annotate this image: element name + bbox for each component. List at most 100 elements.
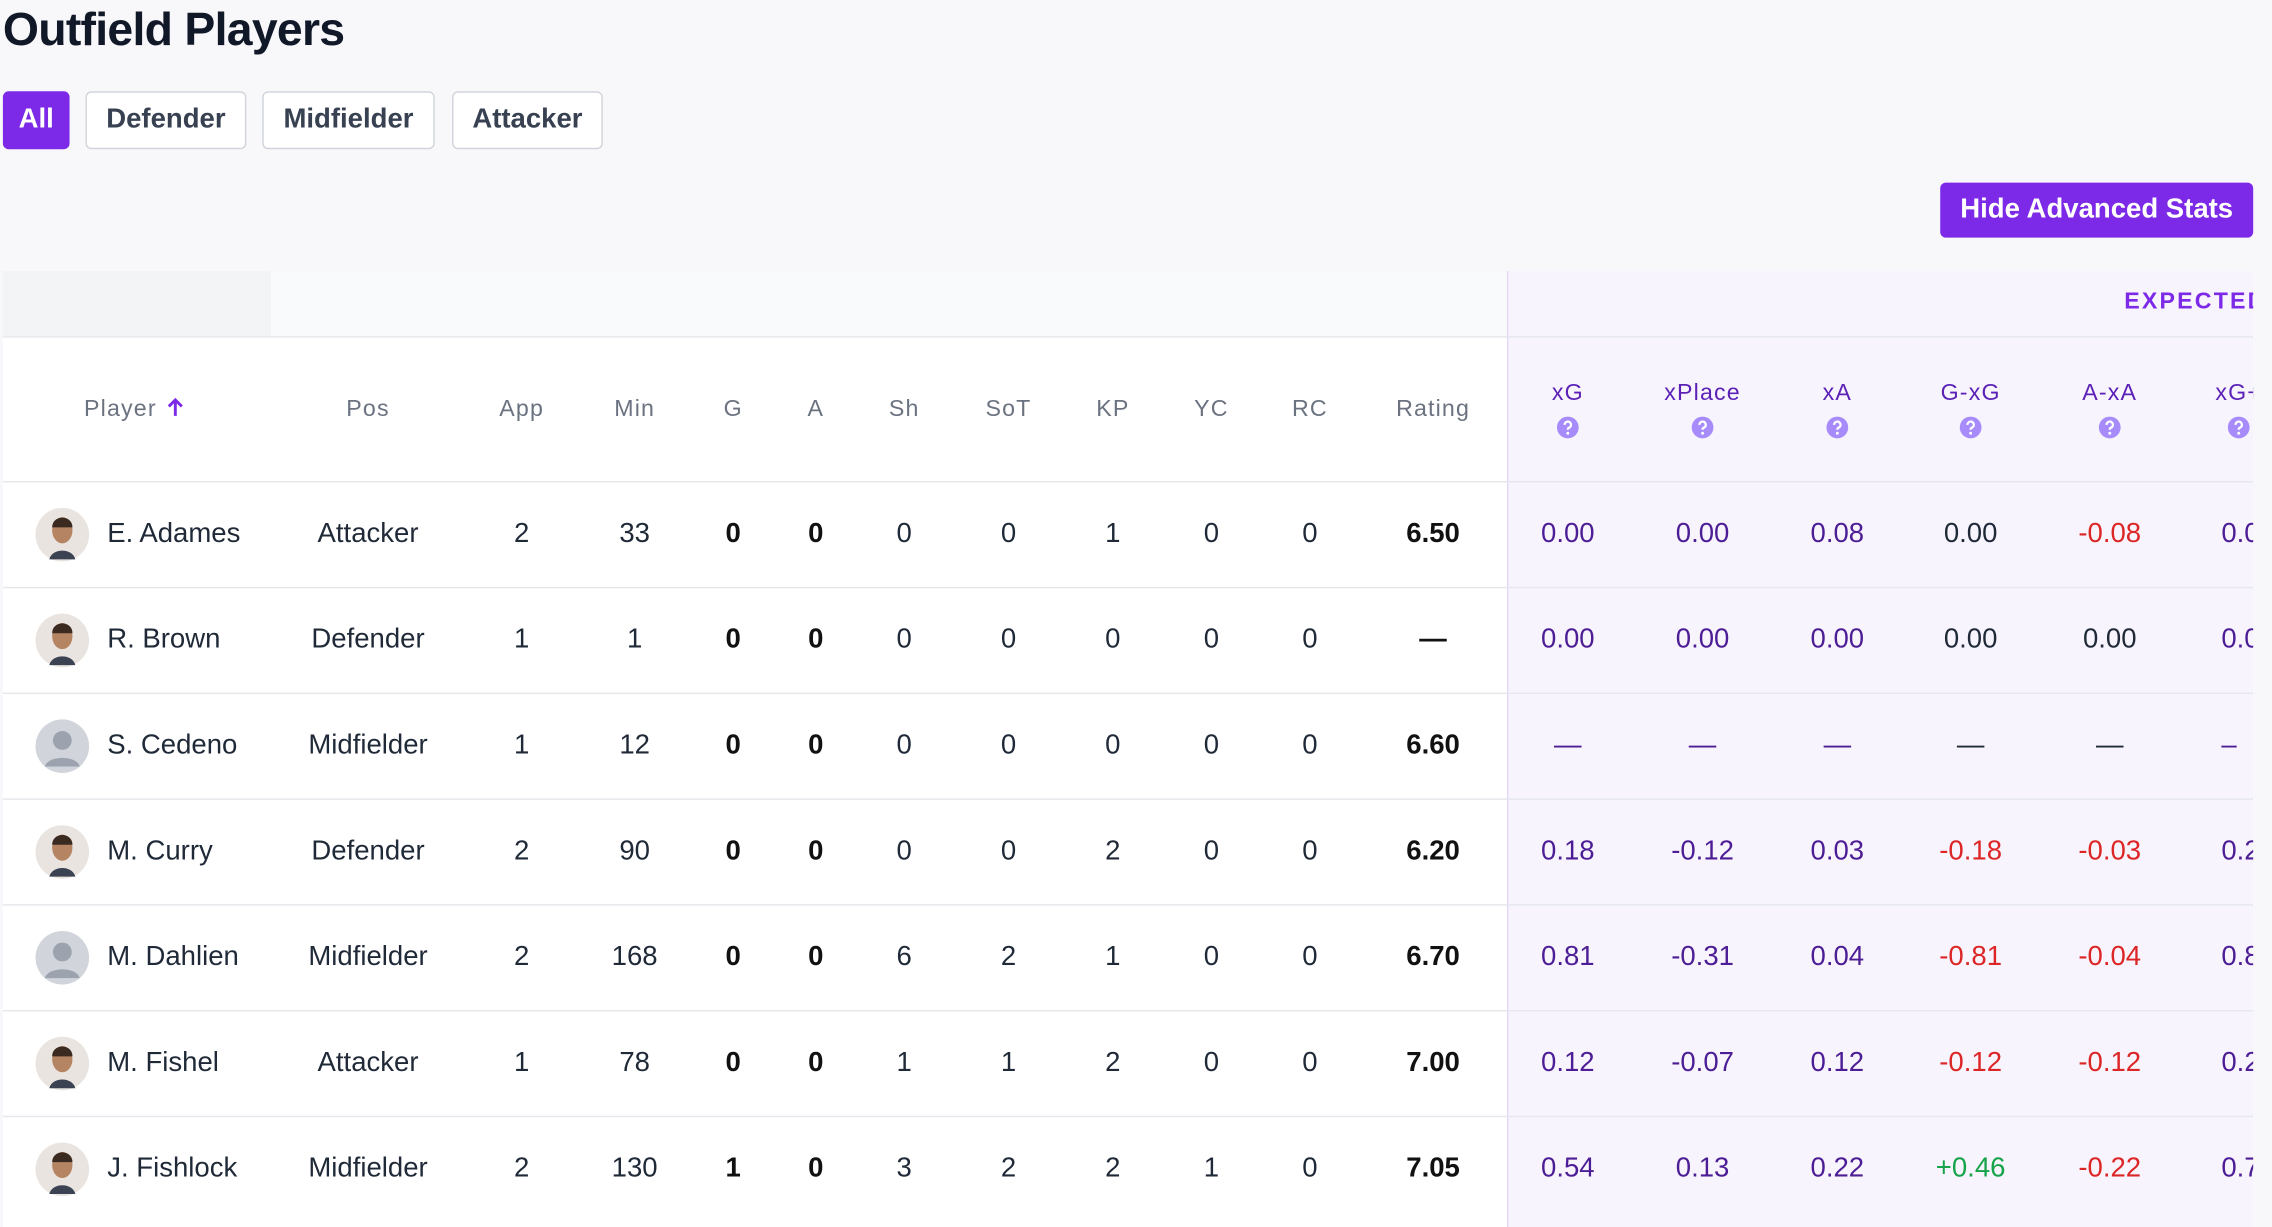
column-header: xG+	[2215, 381, 2253, 406]
column-header: xPlace	[1664, 381, 1741, 406]
stat-cell: 0	[725, 941, 741, 973]
filter-button[interactable]: Defender	[85, 91, 247, 150]
stat-cell: 0.0	[2221, 624, 2253, 655]
column-header[interactable]: A	[807, 397, 825, 422]
info-icon[interactable]	[1556, 416, 1579, 439]
stat-cell: 0	[896, 836, 912, 867]
stat-cell: 7.05	[1406, 1153, 1460, 1184]
stat-cell: 0.00	[1675, 624, 1730, 655]
info-icon[interactable]	[2227, 416, 2250, 439]
row-divider	[2, 481, 2254, 483]
stat-cell: 0	[725, 836, 741, 867]
stat-cell: 1	[513, 624, 530, 655]
stat-cell: 6.20	[1406, 836, 1460, 867]
avatar	[35, 507, 90, 562]
stat-cell: -0.07	[1671, 1047, 1734, 1079]
stat-cell: 0	[1203, 624, 1220, 655]
column-header[interactable]: KP	[1096, 397, 1130, 422]
stat-cell: 6	[896, 941, 912, 973]
stat-cell: 0.12	[1810, 1047, 1865, 1079]
stat-cell: —	[1823, 730, 1852, 761]
stat-cell: 0	[1302, 518, 1318, 550]
stat-cell: 0	[808, 836, 824, 867]
column-header[interactable]: SoT	[985, 397, 1032, 422]
avatar	[35, 930, 90, 985]
stat-cell: 1	[513, 730, 530, 761]
advanced-section	[1506, 270, 2254, 1227]
stat-cell: -0.12	[1939, 1047, 2003, 1079]
stat-cell: 2	[513, 518, 530, 550]
stat-cell: —	[1554, 730, 1582, 761]
filter-button[interactable]: Midfielder	[262, 91, 435, 150]
stat-cell: —	[1956, 730, 1985, 761]
stat-cell: -0.12	[1671, 836, 1734, 867]
column-header[interactable]: App	[499, 397, 545, 422]
stat-cell: 2	[1000, 941, 1017, 973]
toggle-advanced-button[interactable]: Hide Advanced Stats	[1940, 182, 2254, 238]
stat-cell: 0.00	[1943, 624, 1998, 655]
info-icon[interactable]	[1691, 416, 1714, 439]
stat-cell: Midfielder	[308, 730, 428, 761]
filter-button[interactable]: Attacker	[452, 91, 603, 150]
stat-cell: 2	[1105, 1047, 1121, 1079]
stat-cell: 0.00	[1541, 518, 1595, 550]
stat-cell: 0	[725, 1047, 741, 1079]
stat-cell: 0	[725, 624, 741, 655]
stats-table: EXPECTED Player Pos App Min G A Sh SoT KP YC RC Rat…	[2, 270, 2254, 1227]
stat-cell: 0.7	[2221, 1153, 2253, 1184]
stat-cell: 0	[1302, 730, 1318, 761]
stat-cell: -0.08	[2078, 518, 2142, 550]
stat-cell: 1	[626, 624, 643, 655]
info-icon[interactable]	[2098, 416, 2121, 439]
stat-cell: Attacker	[317, 1047, 419, 1079]
info-icon[interactable]	[1959, 416, 1982, 439]
stat-cell: 0.00	[1810, 624, 1865, 655]
stat-cell: 2	[513, 836, 530, 867]
column-header[interactable]: Pos	[346, 397, 390, 422]
player-name: S. Cedeno	[107, 730, 238, 761]
page-title: Outfield Players	[2, 2, 345, 56]
stat-cell: 0.03	[1810, 836, 1865, 867]
column-header: xG	[1551, 381, 1584, 406]
stat-cell: 0.00	[1541, 624, 1595, 655]
column-header[interactable]: Rating	[1396, 397, 1471, 422]
column-header[interactable]: Player	[84, 393, 243, 428]
stat-cell: 0.8	[2221, 941, 2253, 973]
stat-cell: 78	[619, 1047, 650, 1079]
filter-button[interactable]: All	[2, 91, 70, 150]
row-divider	[2, 798, 2254, 800]
stat-cell: 0	[1302, 941, 1318, 973]
column-header[interactable]: YC	[1194, 397, 1229, 422]
stat-cell: 0	[1000, 624, 1017, 655]
column-header: G-xG	[1940, 381, 2001, 406]
info-icon[interactable]	[1826, 416, 1849, 439]
player-name: R. Brown	[107, 624, 221, 655]
avatar	[35, 825, 90, 879]
stat-cell: 0	[896, 624, 912, 655]
stat-cell: Attacker	[317, 518, 419, 550]
stat-cell: 1	[513, 1047, 530, 1079]
stat-cell: 6.60	[1406, 730, 1460, 761]
stat-cell: Defender	[311, 624, 425, 655]
stat-cell: —	[1688, 730, 1717, 761]
group-header: EXPECTED	[2124, 289, 2254, 315]
stat-cell: 7.00	[1406, 1047, 1460, 1079]
column-header[interactable]: Min	[614, 397, 656, 422]
stat-cell: 3	[896, 1153, 912, 1184]
stat-cell: 0	[808, 624, 824, 655]
column-header[interactable]: G	[723, 397, 743, 422]
player-name: M. Fishel	[107, 1047, 219, 1079]
stat-cell: 0.00	[1943, 518, 1998, 550]
column-header[interactable]: RC	[1291, 397, 1328, 422]
stat-cell: 0.00	[1675, 518, 1730, 550]
stat-cell: 1	[1000, 1047, 1017, 1079]
stat-cell: 0	[808, 941, 824, 973]
column-header[interactable]: Sh	[888, 397, 920, 422]
column-header: A-xA	[2082, 381, 2138, 406]
stat-cell: +0.46	[1935, 1153, 2006, 1184]
avatar	[35, 613, 90, 668]
stat-cell: 168	[611, 941, 658, 973]
stat-cell: 0	[808, 1047, 824, 1079]
stat-cell: 0.2	[2221, 1047, 2253, 1079]
